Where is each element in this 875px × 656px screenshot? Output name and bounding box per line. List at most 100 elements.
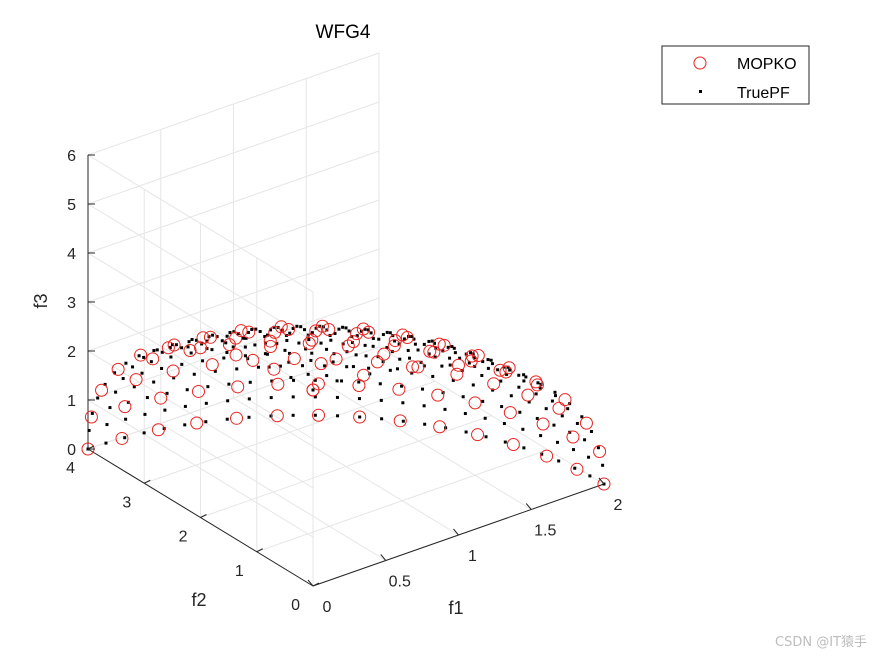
y-tick-mark bbox=[256, 548, 263, 553]
truepf-point bbox=[351, 365, 355, 369]
truepf-point bbox=[377, 337, 381, 341]
truepf-point bbox=[434, 346, 438, 350]
legend-circle-marker bbox=[693, 56, 707, 70]
mopko-point bbox=[311, 377, 325, 391]
truepf-point bbox=[132, 385, 136, 389]
mopko-point bbox=[282, 322, 296, 336]
truepf-point bbox=[222, 356, 226, 360]
mopko-point bbox=[194, 341, 207, 355]
truepf-point bbox=[87, 428, 91, 432]
truepf-point bbox=[443, 407, 447, 411]
mopko-point bbox=[502, 361, 516, 375]
truepf-series bbox=[86, 324, 606, 486]
truepf-point bbox=[283, 348, 287, 352]
mopko-point bbox=[302, 336, 316, 350]
truepf-point bbox=[432, 341, 436, 345]
z-tick-label: 2 bbox=[67, 344, 76, 361]
truepf-point bbox=[137, 354, 141, 358]
truepf-point bbox=[232, 330, 236, 334]
truepf-point bbox=[575, 421, 579, 425]
truepf-point bbox=[566, 407, 570, 411]
truepf-point bbox=[292, 378, 296, 382]
mopko-point bbox=[183, 344, 197, 358]
y-axis-label: f2 bbox=[191, 590, 206, 610]
truepf-point bbox=[486, 358, 490, 362]
truepf-point bbox=[385, 330, 389, 334]
truepf-point bbox=[288, 351, 292, 355]
truepf-point bbox=[113, 371, 117, 375]
truepf-point bbox=[341, 325, 345, 329]
x-tick-label: 1.5 bbox=[534, 523, 556, 540]
truepf-point bbox=[269, 396, 273, 400]
truepf-point bbox=[325, 347, 329, 351]
truepf-point bbox=[496, 368, 500, 372]
truepf-point bbox=[169, 355, 173, 359]
grid-line-z-left bbox=[87, 399, 314, 538]
truepf-point bbox=[486, 366, 490, 370]
truepf-point bbox=[329, 338, 333, 342]
truepf-point bbox=[508, 368, 512, 372]
truepf-point bbox=[287, 360, 291, 364]
truepf-point bbox=[289, 376, 293, 380]
mopko-point bbox=[242, 325, 256, 339]
truepf-point bbox=[534, 392, 538, 396]
truepf-point bbox=[464, 430, 468, 434]
truepf-point bbox=[423, 422, 427, 426]
truepf-point bbox=[506, 365, 510, 369]
mopko-point bbox=[362, 325, 376, 339]
mopko-point bbox=[529, 375, 543, 389]
truepf-point bbox=[427, 352, 431, 356]
mopko-point bbox=[246, 353, 260, 367]
legend-mopko-label: MOPKO bbox=[737, 56, 797, 73]
truepf-point bbox=[253, 343, 257, 347]
truepf-point bbox=[481, 399, 485, 403]
truepf-point bbox=[489, 358, 493, 362]
truepf-point bbox=[500, 405, 504, 409]
truepf-point bbox=[422, 364, 426, 368]
truepf-point bbox=[186, 345, 190, 349]
truepf-point bbox=[291, 413, 295, 417]
truepf-point bbox=[499, 379, 503, 383]
truepf-point bbox=[163, 408, 167, 412]
truepf-point bbox=[90, 411, 94, 415]
truepf-point bbox=[535, 416, 539, 420]
truepf-point bbox=[413, 342, 417, 346]
grid-line-z-left bbox=[87, 154, 314, 293]
mopko-point bbox=[530, 378, 544, 392]
mopko-point bbox=[161, 341, 175, 355]
truepf-point bbox=[314, 326, 318, 330]
truepf-point bbox=[395, 367, 399, 371]
truepf-point bbox=[433, 355, 437, 359]
y-tick-mark bbox=[200, 514, 207, 518]
truepf-point bbox=[573, 466, 577, 470]
truepf-point bbox=[180, 362, 184, 366]
truepf-point bbox=[124, 417, 128, 421]
mopko-point bbox=[468, 396, 482, 410]
mopko-point bbox=[597, 477, 611, 491]
truepf-point bbox=[152, 380, 156, 384]
mopko-point bbox=[118, 400, 132, 414]
truepf-point bbox=[215, 335, 219, 339]
truepf-point bbox=[192, 372, 196, 376]
mopko-point bbox=[111, 362, 125, 376]
mopko-point bbox=[521, 388, 535, 402]
truepf-point bbox=[226, 399, 230, 403]
truepf-point bbox=[225, 350, 229, 354]
mopko-point bbox=[315, 319, 329, 333]
mopko-point bbox=[263, 334, 277, 348]
truepf-point bbox=[123, 436, 127, 440]
z-tick-label: 1 bbox=[67, 393, 76, 410]
mopko-point bbox=[196, 331, 210, 345]
mopko-point bbox=[274, 320, 288, 334]
truepf-point bbox=[397, 342, 401, 346]
truepf-point bbox=[471, 383, 475, 387]
truepf-point bbox=[297, 341, 301, 345]
truepf-point bbox=[410, 335, 414, 339]
axes-grid bbox=[87, 52, 605, 587]
truepf-point bbox=[299, 325, 303, 329]
truepf-point bbox=[467, 361, 471, 365]
truepf-point bbox=[272, 325, 276, 329]
z-tick-label: 6 bbox=[67, 148, 76, 165]
mopko-point bbox=[166, 364, 180, 378]
